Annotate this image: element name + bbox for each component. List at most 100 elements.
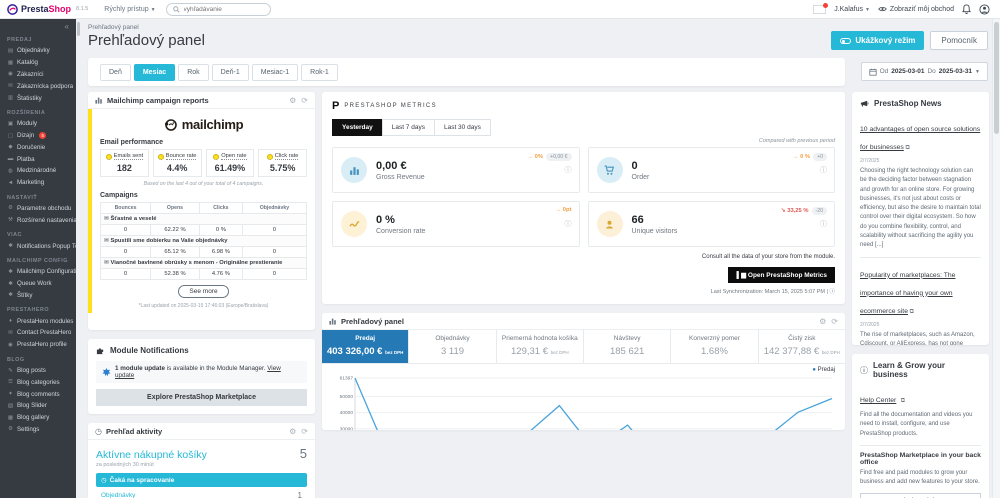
sidebar-item-medzin-rodn-[interactable]: ◍ Medzinárodné [0,165,76,177]
quick-access-menu[interactable]: Rýchly prístup ▼ [104,5,156,13]
range-tab-rok-1[interactable]: Rok-1 [301,63,338,81]
sidebar-item-marketing[interactable]: ◄ Marketing [0,177,76,189]
search-input[interactable] [183,5,264,13]
page-scrollbar[interactable] [992,19,1000,498]
sidebar-item-prestahero-modules[interactable]: ♦PrestaHero modules9 [0,315,76,327]
info-icon[interactable]: ⓘ [564,167,572,174]
view-update-link[interactable]: View update [114,365,281,379]
date-range-picker[interactable]: Od 2025-03-01 Do 2025-03-31 ▼ [860,62,988,81]
sidebar-item-platba[interactable]: ▬ Platba [0,153,76,165]
stat-tab-konverzn-pomer[interactable]: Konverzný pomer 1.68% [671,330,759,363]
metrics-tab-yesterday[interactable]: Yesterday [332,119,383,136]
see-more-button[interactable]: See more [178,285,229,298]
stat-tab-n-v-tevy[interactable]: Návštevy 185 621 [584,330,672,363]
sidebar-item-blog-posts[interactable]: ✎ Blog posts [0,365,76,377]
sidebar-item-parametre-obchodu[interactable]: ⚙ Parametre obchodu [0,203,76,215]
info-icon[interactable]: ⓘ [829,289,835,295]
stat-tab-priemern-hodnota-ko-ka[interactable]: Priemerná hodnota košíka 129,31 € bez DPH [497,330,584,363]
dashboard-chart-panel: Prehľadový panel ⚙ ⟳ Predaj 403 326,00 € b… [322,313,845,430]
mailchimp-stat-card: Open rate 61.49% [205,149,255,177]
activity-row[interactable]: Objednávky 1 [96,487,307,498]
find-modules-button[interactable]: Find modules [860,493,981,498]
range-tab-deň[interactable]: Deň [100,63,131,81]
sidebar-item-z-kazn-ci[interactable]: ◉ Zákazníci [0,69,76,81]
sidebar-item--t-tky[interactable]: ✱ Štítky [0,290,76,302]
sidebar-item-label: Mailchimp Configuration [17,268,76,276]
stat-label[interactable]: Click rate [274,153,299,160]
stat-label[interactable]: Emails sent [113,153,144,160]
help-button[interactable]: Pomocník [930,31,988,50]
sidebar-item-katal-g[interactable]: ▦ Katalóg [0,57,76,69]
sidebar-item-settings[interactable]: ⚙ Settings [0,424,76,436]
demo-mode-button[interactable]: Ukážkový režim [831,31,925,50]
range-tab-rok[interactable]: Rok [178,63,209,81]
scrollbar-thumb[interactable] [994,22,999,134]
language-flag-icon[interactable] [813,2,829,14]
campaign-name-row: ✉ Spustili sme dobierku na Vaše objednáv… [100,235,307,247]
sidebar-item-blog-categories[interactable]: ☰ Blog categories [0,376,76,388]
stat-label[interactable]: Open rate [221,153,247,160]
stat-tab-predaj[interactable]: Predaj 403 326,00 € bez DPH [322,330,410,363]
help-center-link[interactable]: Help Center [860,397,897,404]
info-icon[interactable]: ⓘ [820,221,827,228]
sidebar-item-blog-slider[interactable]: ▧ Blog Slider [0,400,76,412]
sidebar-item-blog-gallery[interactable]: ▦ Blog gallery [0,412,76,424]
view-shop-link[interactable]: Zobraziť môj obchod [878,6,954,13]
sidebar-item-moduly[interactable]: ▣ Moduly [0,118,76,130]
user-menu[interactable]: J.Kalafus ▼ [834,5,870,13]
sidebar-section-title: MAILCHIMP CONFIG [7,257,68,264]
stat-tab--ist-zisk[interactable]: Čistý zisk 142 377,88 € bez DPH [759,330,845,363]
stat-label[interactable]: Bounce rate [165,153,197,160]
info-icon[interactable]: ⓘ [820,167,827,174]
range-tab-mesiac-1[interactable]: Mesiac-1 [251,63,299,81]
sidebar-item--tatistiky[interactable]: ▥ Štatistiky [0,92,76,104]
gear-icon[interactable]: ⚙ [289,426,297,436]
news-article-title[interactable]: 10 advantages of open source solutions f… [860,118,981,154]
refresh-icon[interactable]: ⟳ [301,426,308,436]
sidebar-item-notifications-popup-text[interactable]: ✱ Notifications Popup Text [0,240,76,252]
gear-icon[interactable]: ⚙ [819,316,827,326]
sidebar-item-z-kazn-cka-podpora[interactable]: ✉ Zákaznícka podpora [0,80,76,92]
bell-icon[interactable] [962,4,971,14]
sidebar-item-label: Queue Work [17,280,52,288]
search-box[interactable] [165,2,271,16]
svg-text:61397: 61397 [340,376,354,382]
metrics-tab-last-30-days[interactable]: Last 30 days [433,119,491,136]
campaign-cell: 0 % [198,224,243,236]
metrics-tab-last-7-days[interactable]: Last 7 days [381,119,435,136]
news-article-link[interactable]: Popularity of marketplaces: The importan… [860,271,956,315]
refresh-icon[interactable]: ⟳ [831,316,838,326]
sidebar-item-mailchimp-configuration[interactable]: ✱ Mailchimp Configuration [0,266,76,278]
sidebar-item-roz-ren-nastavenia[interactable]: ⚒ Rozšírené nastavenia [0,214,76,226]
gear-icon[interactable]: ⚙ [289,95,297,105]
stat-tab-objedn-vky[interactable]: Objednávky 3 119 [409,330,497,363]
range-tab-mesiac[interactable]: Mesiac [133,63,176,81]
sidebar-collapse-button[interactable]: « [64,22,69,31]
news-article-title[interactable]: Popularity of marketplaces: The importan… [860,264,981,318]
news-article-link[interactable]: 10 advantages of open source solutions f… [860,126,981,151]
shipping-icon: ◆ [8,144,13,151]
sidebar-item-dizajn[interactable]: ▢ Dizajn 5 [0,130,76,142]
conversion-rate-card: 0 % Conversion rate → 0pt ⓘ [332,201,580,247]
sidebar-item-contact-prestahero[interactable]: ✉ Contact PrestaHero [0,327,76,339]
sidebar-item-queue-work[interactable]: ✱ Queue Work [0,278,76,290]
refresh-icon[interactable]: ⟳ [301,95,308,105]
orders-icon: ▤ [7,47,14,54]
range-tab-deň-1[interactable]: Deň-1 [211,63,249,81]
open-metrics-button[interactable]: ▌▆ Open PrestaShop Metrics [728,267,835,283]
info-icon[interactable]: ⓘ [564,221,572,228]
activity-row-label[interactable]: Objednávky [101,491,136,498]
activity-row-value: 1 [297,490,302,498]
profile-avatar-icon[interactable] [979,3,990,15]
mailchimp-coin-icon [213,153,220,160]
explore-marketplace-button[interactable]: Explore PrestaShop Marketplace [96,389,307,406]
sidebar-item-prestahero-profile[interactable]: ◉ PrestaHero profile [0,339,76,351]
sidebar-scrollbar-thumb[interactable] [77,22,80,36]
modules-icon: ▣ [7,120,14,127]
sidebar-item-objedn-vky[interactable]: ▤ Objednávky [0,45,76,57]
active-carts-link[interactable]: Aktívne nákupné košíky [96,449,207,461]
stat-value: 185 621 [609,346,645,357]
campaign-cell: 0 [241,246,308,258]
sidebar-item-blog-comments[interactable]: ✦ Blog comments [0,388,76,400]
sidebar-item-doru-enie[interactable]: ◆ Doručenie [0,141,76,153]
